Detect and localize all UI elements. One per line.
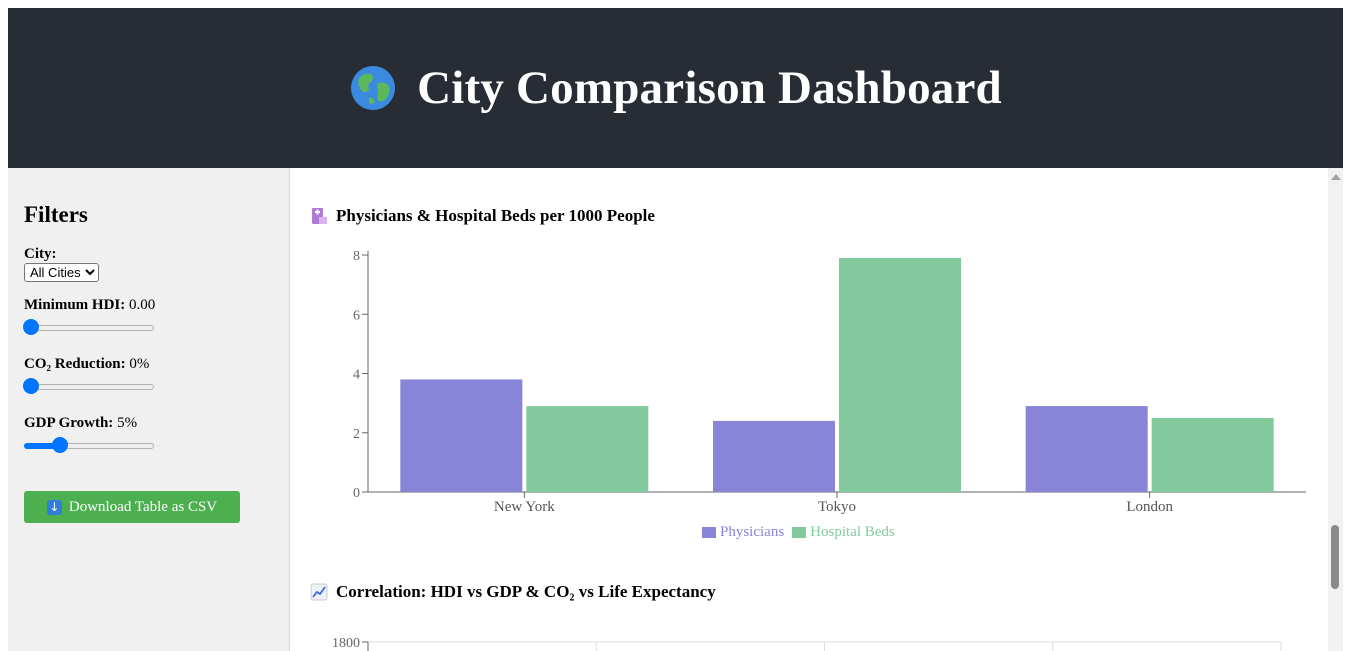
y-tick-label: 0 (353, 486, 360, 501)
legend-item-physicians[interactable]: Physicians (702, 524, 784, 541)
body-row: Filters City: All Cities Minimum HDI: 0.… (8, 168, 1343, 651)
header: City Comparison Dashboard (8, 8, 1343, 168)
bar-hospital-beds-new-york (526, 406, 649, 492)
min-hdi-label: Minimum HDI: (24, 297, 126, 313)
co2-label: CO₂ Reduction: (24, 356, 126, 372)
bar-hospital-beds-tokyo (839, 257, 961, 492)
page-title: City Comparison Dashboard (417, 62, 1002, 114)
gdp-value: 5% (117, 415, 138, 431)
slider-thumb[interactable] (23, 378, 39, 394)
y-tick-label: 6 (353, 308, 360, 323)
min-hdi-value: 0.00 (129, 297, 156, 313)
gdp-filter: GDP Growth: 5% (24, 415, 273, 454)
co2-slider[interactable] (23, 377, 154, 395)
x-tick-label: Tokyo (818, 499, 856, 515)
header-inner: City Comparison Dashboard (349, 61, 1002, 115)
slider-track (24, 325, 154, 331)
co2-filter: CO₂ Reduction: 0% (23, 356, 273, 395)
section-title-physicians-text: Physicians & Hospital Beds per 1000 Peop… (336, 206, 655, 225)
slider-track (24, 384, 154, 390)
section-title-correlation-text: Correlation: HDI vs GDP & CO₂ vs Life Ex… (336, 582, 716, 601)
gdp-slider[interactable] (24, 436, 154, 454)
down-arrow-icon: ↓ (46, 499, 62, 515)
y-tick-label: 4 (353, 368, 360, 383)
legend-swatch-physicians (702, 527, 716, 538)
legend-label-beds: Hospital Beds (810, 524, 895, 540)
bar-hospital-beds-london (1151, 417, 1274, 492)
bar-chart: 0 2 4 6 8 New York Tokyo London (353, 249, 1306, 515)
chart-increasing-icon (310, 583, 328, 601)
gdp-label: GDP Growth: (24, 415, 114, 431)
y-tick-label: 2 (353, 427, 360, 442)
bar-physicians-london (1025, 406, 1148, 492)
filters-title: Filters (24, 202, 88, 227)
scroll-thumb[interactable] (1331, 525, 1339, 589)
section-title-physicians: Physicians & Hospital Beds per 1000 Peop… (310, 206, 655, 226)
legend-swatch-beds (792, 527, 807, 538)
co2-value: 0% (129, 356, 150, 372)
min-hdi-slider[interactable] (23, 318, 154, 336)
city-filter: City: All Cities (24, 246, 273, 282)
y-tick-label: 1800 (332, 636, 360, 651)
bar-physicians-new-york (400, 379, 523, 492)
slider-thumb[interactable] (23, 319, 39, 335)
hospital-icon (312, 208, 327, 224)
bar-physicians-tokyo (713, 420, 835, 492)
download-label: Download Table as CSV (68, 498, 218, 515)
x-tick-label: New York (494, 499, 555, 515)
slider-fill (24, 443, 61, 449)
legend-label-physicians: Physicians (720, 524, 785, 540)
main-content: Physicians & Hospital Beds per 1000 Peop… (290, 168, 1343, 651)
section-title-correlation: Correlation: HDI vs GDP & CO₂ vs Life Ex… (310, 582, 716, 602)
y-tick-label: 8 (353, 249, 360, 264)
sidebar: Filters City: All Cities Minimum HDI: 0.… (8, 168, 290, 651)
x-tick-label: London (1126, 499, 1173, 515)
scrollbar[interactable] (1328, 168, 1343, 651)
min-hdi-filter: Minimum HDI: 0.00 (23, 297, 273, 336)
download-csv-button[interactable]: ↓ Download Table as CSV (24, 491, 240, 523)
city-select[interactable]: All Cities (24, 263, 99, 282)
legend-item-beds[interactable]: Hospital Beds (792, 524, 895, 541)
scatter-chart: 1800 (332, 636, 1282, 651)
globe-icon (351, 66, 396, 110)
city-label: City: (24, 246, 57, 262)
slider-thumb[interactable] (51, 437, 68, 453)
scroll-up-arrow[interactable] (1331, 174, 1341, 180)
app: City Comparison Dashboard Filters City: … (8, 8, 1343, 651)
chart-legend: Physicians Hospital Beds (702, 524, 895, 541)
